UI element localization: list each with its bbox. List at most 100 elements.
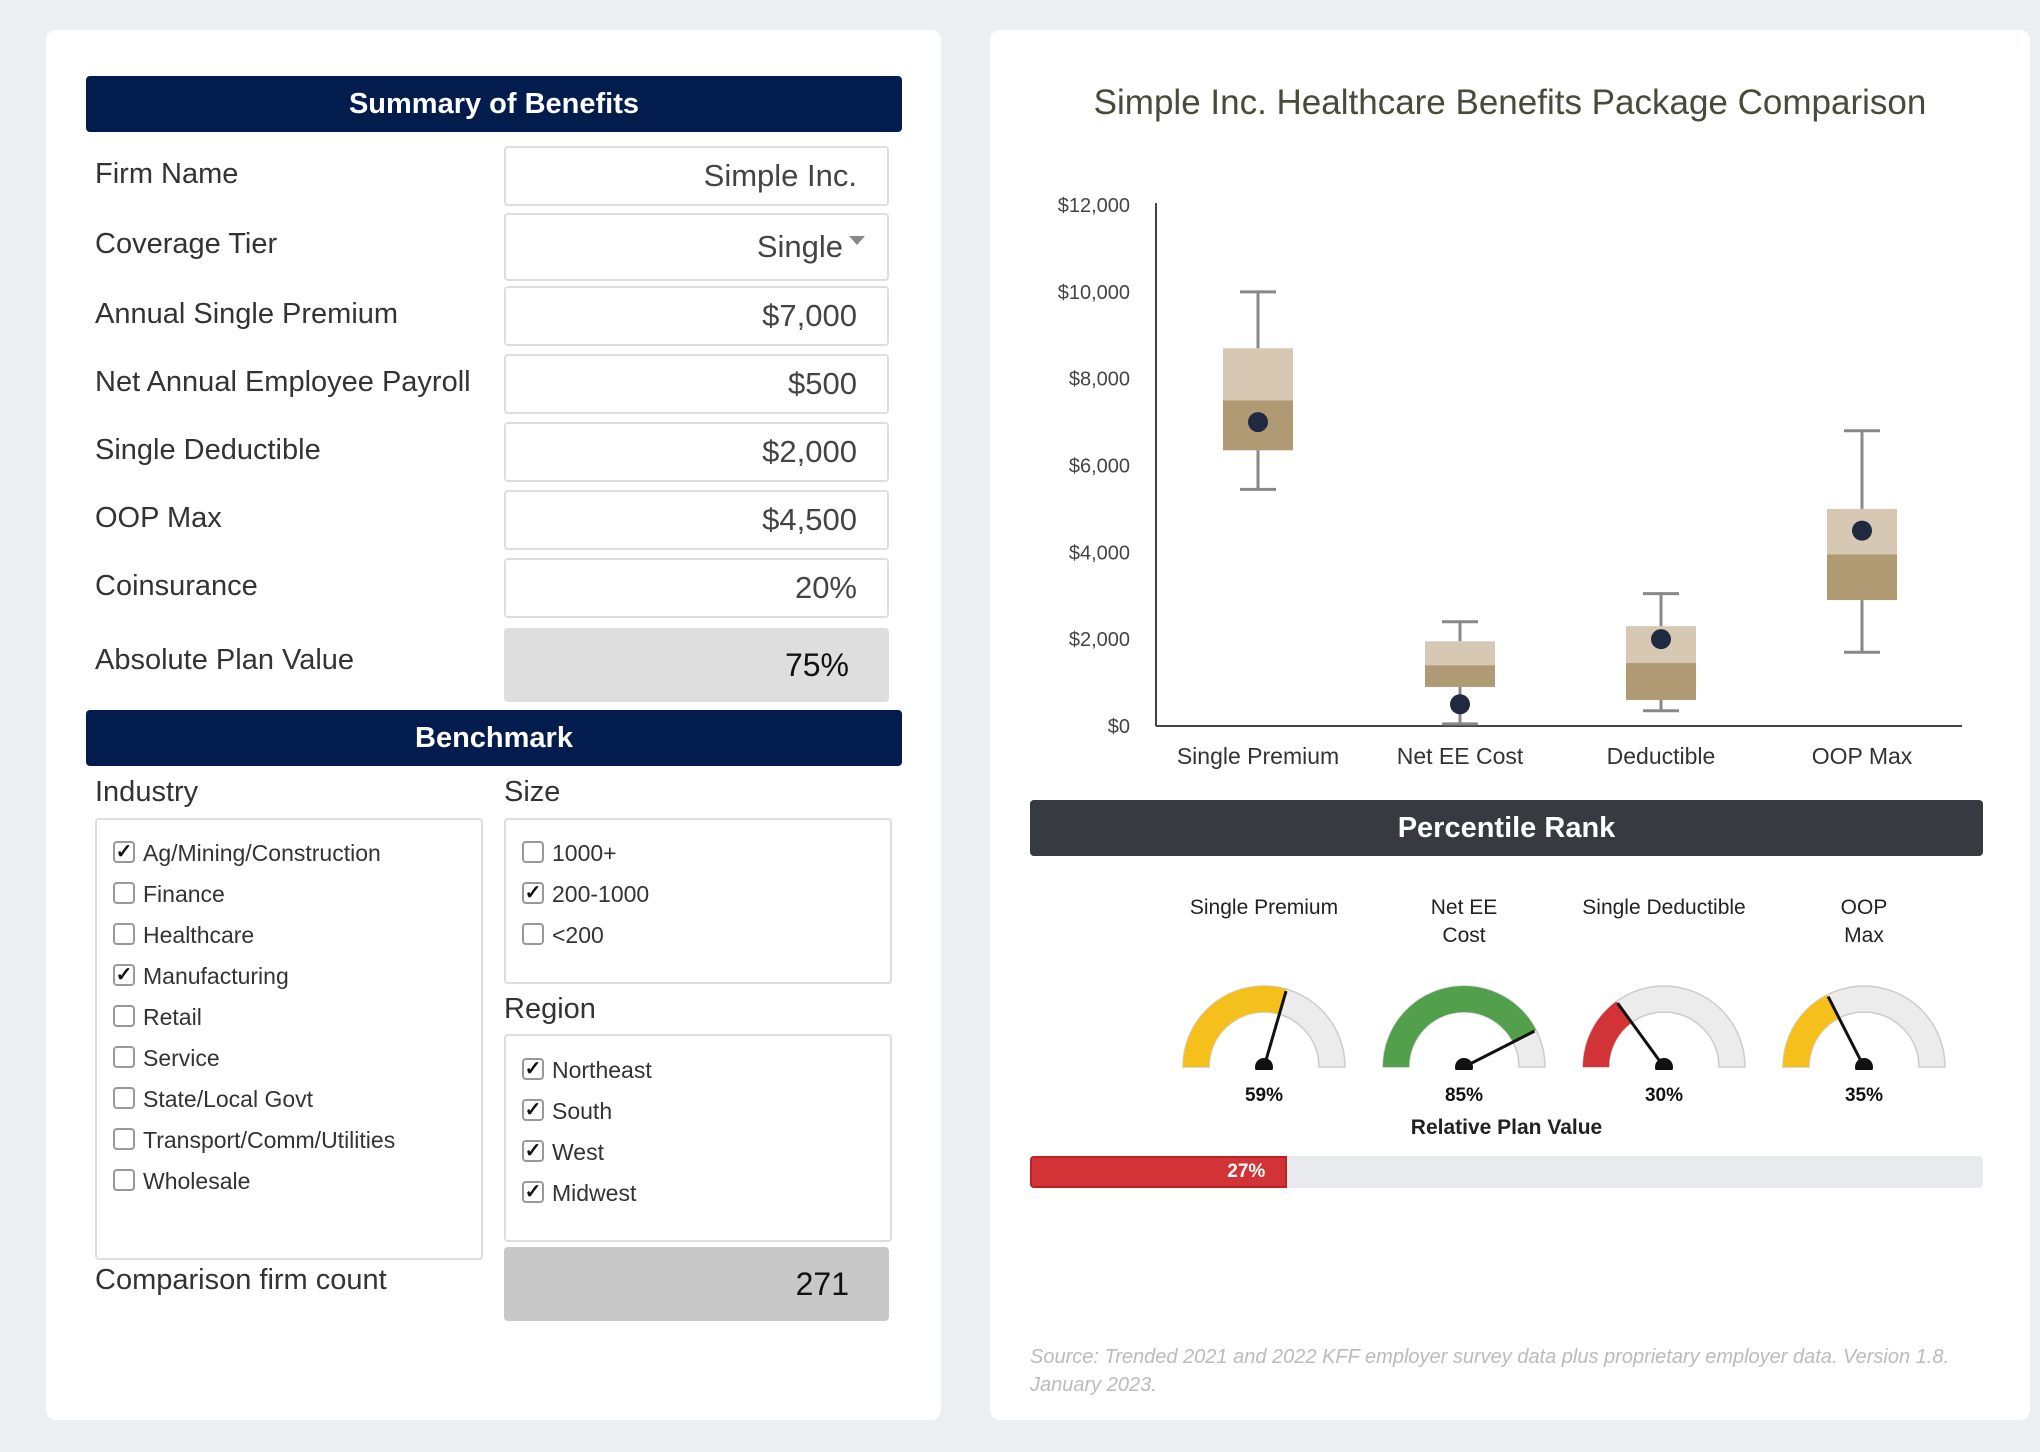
- gauge-hub: [1455, 1058, 1473, 1070]
- industry-checkbox-label: Service: [143, 1045, 220, 1071]
- y-tick-label: $12,000: [1058, 195, 1130, 217]
- industry-checkbox-item[interactable]: Healthcare: [113, 920, 254, 950]
- gauge-track: [1582, 985, 1746, 1068]
- checkbox-empty-icon[interactable]: [522, 840, 544, 863]
- checkbox-empty-icon[interactable]: [113, 1127, 135, 1150]
- region-checkbox-item[interactable]: ✓ Midwest: [522, 1178, 636, 1208]
- checkmark-icon[interactable]: ✓: [522, 1057, 544, 1080]
- firm-name-input[interactable]: Simple Inc.: [504, 146, 889, 206]
- size-checkbox-item[interactable]: 1000+: [522, 838, 617, 868]
- x-tick-label: OOP Max: [1812, 743, 1913, 769]
- size-checkbox-label: 1000+: [552, 840, 617, 866]
- gauge-label: OOP Max: [1840, 896, 1888, 947]
- single-deductible-input[interactable]: $2,000: [504, 422, 889, 482]
- region-checkbox-item[interactable]: ✓ West: [522, 1137, 604, 1167]
- region-title: Region: [504, 993, 596, 1025]
- industry-checkbox-item[interactable]: State/Local Govt: [113, 1084, 313, 1114]
- industry-checkbox-label: Transport/Comm/Utilities: [143, 1127, 396, 1153]
- checkbox-empty-icon[interactable]: [522, 922, 544, 945]
- firm-value-point: [1852, 520, 1872, 541]
- checkmark-icon[interactable]: ✓: [113, 840, 135, 863]
- box-lower-quartile: [1425, 665, 1495, 687]
- region-checkbox-label: West: [552, 1139, 604, 1165]
- industry-checkbox-label: Manufacturing: [143, 963, 289, 989]
- size-title: Size: [504, 776, 561, 808]
- gauge-label: Single Premium: [1189, 896, 1339, 919]
- industry-checkbox-label: Wholesale: [143, 1168, 251, 1194]
- industry-checkbox-label: Retail: [143, 1004, 202, 1030]
- checkbox-empty-icon[interactable]: [113, 1168, 135, 1191]
- checkmark-icon[interactable]: ✓: [522, 1098, 544, 1121]
- checkbox-empty-icon[interactable]: [113, 1004, 135, 1027]
- checkmark-icon[interactable]: ✓: [522, 1139, 544, 1162]
- chart-panel: Simple Inc. Healthcare Benefits Package …: [990, 30, 2030, 1420]
- x-tick-label: Single Premium: [1177, 743, 1339, 769]
- coverage-tier-select[interactable]: Single: [504, 213, 889, 281]
- x-tick-label: Net EE Cost: [1397, 743, 1524, 769]
- region-checkbox-label: Midwest: [552, 1180, 637, 1206]
- industry-checkbox-item[interactable]: ✓ Manufacturing: [113, 961, 289, 991]
- industry-checkbox-item[interactable]: Service: [113, 1043, 220, 1073]
- gauge-value: 35%: [1844, 1085, 1884, 1106]
- checkmark-icon[interactable]: ✓: [522, 1180, 544, 1203]
- industry-checkbox-item[interactable]: ✓ Ag/Mining/Construction: [113, 838, 381, 868]
- checkmark-icon[interactable]: ✓: [522, 881, 544, 904]
- region-checklist: [504, 1034, 892, 1242]
- gauge-hub: [1655, 1058, 1673, 1070]
- source-note: Source: Trended 2021 and 2022 KFF employ…: [1030, 1346, 1950, 1396]
- coinsurance-input[interactable]: 20%: [504, 558, 889, 618]
- size-checkbox-item[interactable]: <200: [522, 920, 604, 950]
- annual-premium-label: Annual Single Premium: [95, 298, 399, 330]
- box-lower-quartile: [1827, 554, 1897, 601]
- percentile-header: Percentile Rank: [1030, 800, 1983, 856]
- industry-checkbox-item[interactable]: Retail: [113, 1002, 202, 1032]
- y-tick-label: $8,000: [1069, 369, 1130, 391]
- annual-premium-input[interactable]: $7,000: [504, 286, 889, 346]
- y-tick-label: $6,000: [1069, 456, 1130, 478]
- checkbox-empty-icon[interactable]: [113, 1086, 135, 1109]
- firm-count-label: Comparison firm count: [95, 1264, 387, 1296]
- gauge-label: Single Deductible: [1582, 896, 1746, 919]
- industry-checklist: [95, 818, 483, 1260]
- summary-header: Summary of Benefits: [86, 76, 902, 132]
- industry-checkbox-item[interactable]: Transport/Comm/Utilities: [113, 1125, 395, 1155]
- box-upper-quartile: [1223, 348, 1293, 401]
- employee-payroll-input[interactable]: $500: [504, 354, 889, 414]
- region-checkbox-item[interactable]: ✓ Northeast: [522, 1055, 652, 1085]
- industry-title: Industry: [95, 776, 199, 808]
- checkbox-empty-icon[interactable]: [113, 881, 135, 904]
- region-checkbox-label: Northeast: [552, 1057, 652, 1083]
- gauge-fill: [1783, 994, 1840, 1067]
- gauge-chart: [1382, 985, 1546, 1070]
- firm-count-readout: 271: [504, 1247, 889, 1321]
- firm-value-point: [1651, 629, 1671, 650]
- gauge-needle: [1262, 990, 1288, 1068]
- region-checkbox-label: South: [552, 1098, 613, 1124]
- industry-checkbox-label: State/Local Govt: [143, 1086, 314, 1112]
- checkbox-empty-icon[interactable]: [113, 1045, 135, 1068]
- industry-checkbox-label: Ag/Mining/Construction: [143, 840, 381, 866]
- relative-plan-value-label: Relative Plan Value: [1410, 1116, 1603, 1139]
- checkmark-icon[interactable]: ✓: [113, 963, 135, 986]
- gauge-value: 30%: [1644, 1085, 1684, 1106]
- size-checkbox-item[interactable]: ✓ 200-1000: [522, 879, 649, 909]
- size-checklist: [504, 818, 892, 984]
- box-lower-quartile: [1626, 663, 1696, 700]
- gauge-label: Net EE Cost: [1430, 896, 1498, 947]
- gauge-chart: [1782, 985, 1946, 1070]
- industry-checkbox-label: Healthcare: [143, 922, 255, 948]
- coverage-tier-label: Coverage Tier: [95, 228, 278, 260]
- chevron-down-icon: [849, 236, 865, 246]
- plan-value-readout: 75%: [504, 628, 889, 702]
- checkbox-empty-icon[interactable]: [113, 922, 135, 945]
- size-checkbox-label: <200: [552, 922, 604, 948]
- gauge-chart: [1582, 985, 1746, 1070]
- gauge-hub: [1255, 1058, 1273, 1070]
- plan-value-label: Absolute Plan Value: [95, 644, 355, 676]
- industry-checkbox-item[interactable]: Finance: [113, 879, 225, 909]
- industry-checkbox-item[interactable]: Wholesale: [113, 1166, 250, 1196]
- oop-max-input[interactable]: $4,500: [504, 490, 889, 550]
- y-tick-label: $2,000: [1069, 629, 1130, 651]
- region-checkbox-item[interactable]: ✓ South: [522, 1096, 612, 1126]
- relative-plan-value-fill: 27%: [1030, 1156, 1288, 1188]
